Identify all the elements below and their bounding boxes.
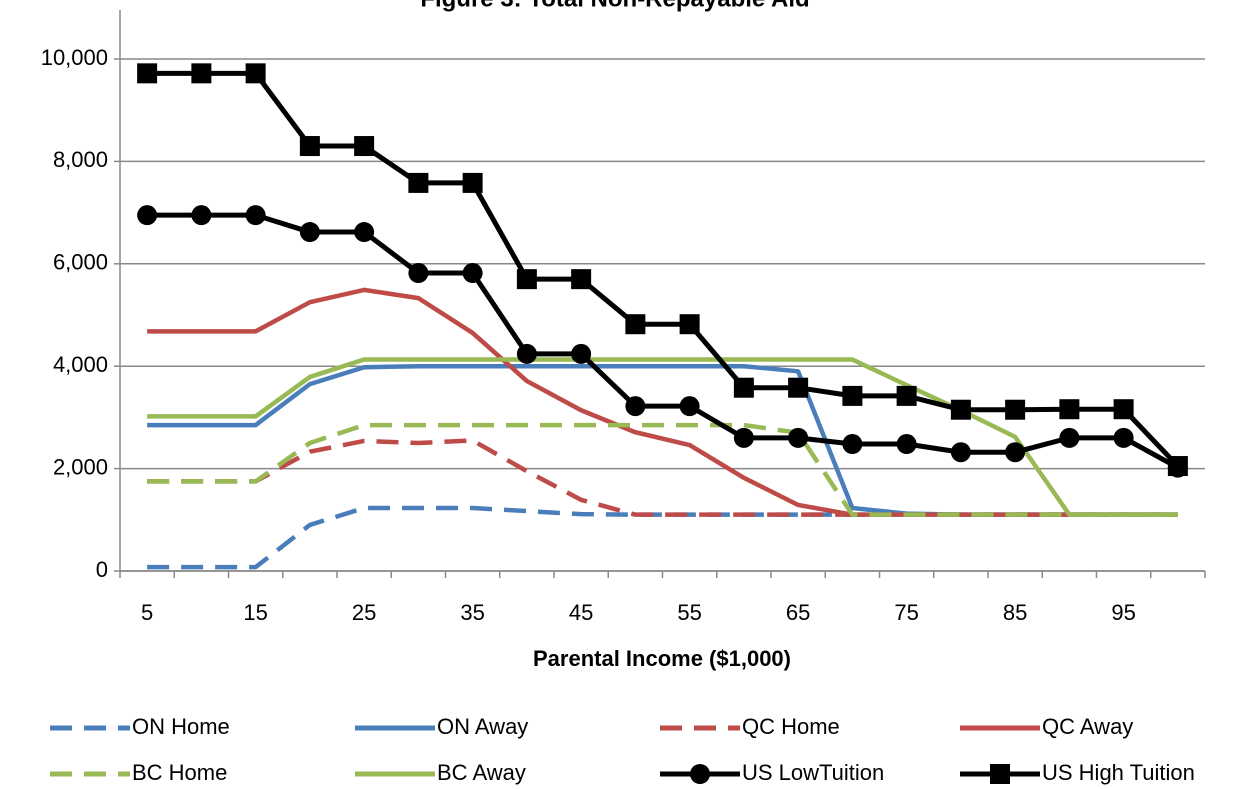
marker <box>1005 399 1026 420</box>
legend-label: ON Away <box>437 714 528 739</box>
y-tick-label: 6,000 <box>53 250 108 275</box>
marker <box>679 314 700 335</box>
marker <box>1059 427 1080 448</box>
legend-label: ON Home <box>132 714 230 739</box>
marker <box>733 377 754 398</box>
marker <box>950 399 971 420</box>
legend-label: US High Tuition <box>1042 760 1195 785</box>
marker <box>625 314 646 335</box>
marker <box>354 222 375 243</box>
legend-label: BC Away <box>437 760 526 785</box>
marker <box>408 263 429 284</box>
series-line <box>147 357 1178 517</box>
y-tick-label: 8,000 <box>53 147 108 172</box>
series-line <box>147 422 1178 517</box>
x-axis-title: Parental Income ($1,000) <box>533 646 791 671</box>
marker <box>896 385 917 406</box>
x-tick-label: 15 <box>243 600 267 625</box>
marker <box>299 136 320 157</box>
x-tick-label: 65 <box>786 600 810 625</box>
marker <box>191 205 212 226</box>
marker <box>788 377 809 398</box>
series-line <box>147 212 1180 470</box>
x-tick-label: 45 <box>569 600 593 625</box>
x-tick-label: 75 <box>894 600 918 625</box>
series-line <box>147 505 1178 570</box>
legend-marker <box>690 764 710 784</box>
marker <box>408 172 429 193</box>
y-tick-label: 2,000 <box>53 454 108 479</box>
x-tick-label: 85 <box>1003 600 1027 625</box>
marker <box>788 427 809 448</box>
x-tick-label: 35 <box>460 600 484 625</box>
marker <box>137 205 158 226</box>
x-tick-label: 55 <box>677 600 701 625</box>
legend-marker <box>990 764 1010 784</box>
x-tick-label: 25 <box>352 600 376 625</box>
marker <box>842 434 863 455</box>
legend-label: QC Home <box>742 714 840 739</box>
marker <box>679 396 700 417</box>
chart-title: Figure 3: Total Non-Repayable Aid <box>420 0 809 12</box>
y-tick-label: 4,000 <box>53 352 108 377</box>
marker <box>299 222 320 243</box>
marker <box>842 385 863 406</box>
marker <box>625 396 646 417</box>
marker <box>1059 399 1080 420</box>
marker <box>462 172 483 193</box>
marker <box>1005 442 1026 463</box>
marker <box>191 63 212 84</box>
marker <box>896 434 917 455</box>
marker <box>571 269 592 290</box>
marker <box>462 263 483 284</box>
marker <box>137 63 158 84</box>
marker <box>1167 456 1188 477</box>
marker <box>354 136 375 157</box>
y-tick-label: 10,000 <box>41 45 108 70</box>
marker <box>245 205 266 226</box>
marker <box>1113 427 1134 448</box>
legend-label: QC Away <box>1042 714 1133 739</box>
legend-label: BC Home <box>132 760 227 785</box>
y-tick-label: 0 <box>96 557 108 582</box>
x-tick-label: 5 <box>141 600 153 625</box>
marker <box>571 343 592 364</box>
marker <box>516 269 537 290</box>
marker <box>516 343 537 364</box>
marker <box>733 427 754 448</box>
legend-label: US LowTuition <box>742 760 884 785</box>
marker <box>245 63 266 84</box>
marker <box>950 442 971 463</box>
marker <box>1113 399 1134 420</box>
x-tick-label: 95 <box>1111 600 1135 625</box>
